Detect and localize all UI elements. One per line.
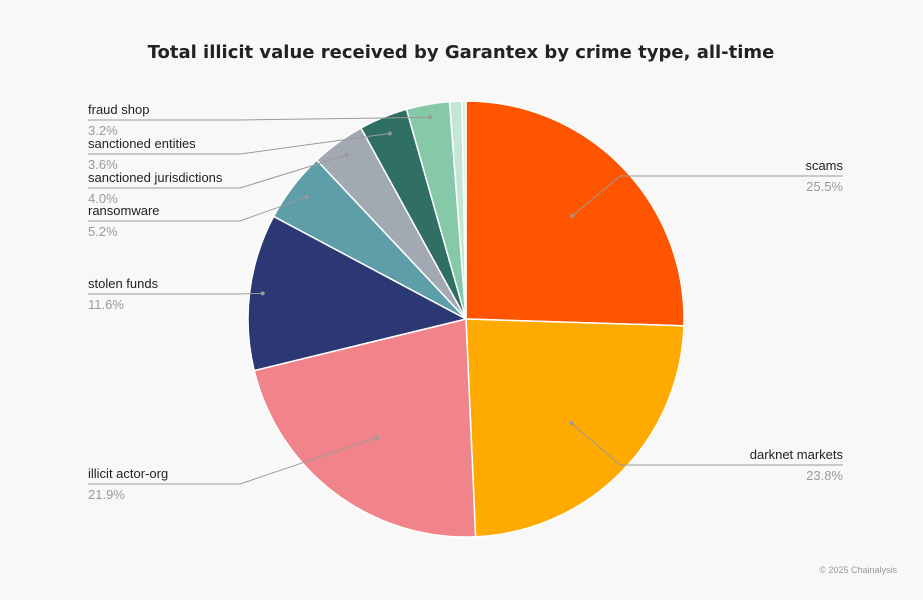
credit-text: © 2025 Chainalysis bbox=[819, 565, 897, 575]
slice-percent-scams: 25.5% bbox=[806, 179, 843, 194]
slice-percent-fraud-shop: 3.2% bbox=[88, 123, 118, 138]
chart-title: Total illicit value received by Garantex… bbox=[148, 42, 775, 63]
leader-line-fraud-shop bbox=[88, 116, 431, 121]
slice-percent-darknet-markets: 23.8% bbox=[806, 468, 843, 483]
slice-percent-sanctioned-entities: 3.6% bbox=[88, 157, 118, 172]
slice-percent-stolen-funds: 11.6% bbox=[88, 297, 124, 312]
pie-slice-stolen-funds bbox=[247, 215, 469, 372]
leader-line-illicit-actor-org bbox=[88, 437, 378, 485]
slice-percent-illicit-actor-org: 21.9% bbox=[88, 487, 125, 502]
pie-slice-illicit-actor-org bbox=[253, 318, 477, 538]
slice-label-scams: scams bbox=[805, 158, 843, 173]
leader-line-stolen-funds bbox=[88, 292, 263, 295]
slice-percent-ransomware: 5.2% bbox=[88, 224, 118, 239]
leader-line-ransomware bbox=[88, 196, 307, 222]
pie-slice-other-9 bbox=[461, 100, 467, 320]
slice-label-sanctioned-entities: sanctioned entities bbox=[88, 136, 196, 151]
slice-label-sanctioned-jurisdictions: sanctioned jurisdictions bbox=[88, 170, 223, 185]
slice-label-fraud-shop: fraud shop bbox=[88, 102, 149, 117]
leader-line-sanctioned-jurisdictions bbox=[88, 154, 347, 189]
pie-slices bbox=[247, 100, 685, 538]
leader-line-scams bbox=[572, 175, 843, 217]
pie-slice-darknet-markets bbox=[465, 318, 685, 538]
leader-lines bbox=[88, 115, 843, 485]
leader-line-darknet-markets bbox=[571, 422, 843, 466]
slice-label-stolen-funds: stolen funds bbox=[88, 276, 159, 291]
slice-label-illicit-actor-org: illicit actor-org bbox=[88, 466, 168, 481]
slice-percent-sanctioned-jurisdictions: 4.0% bbox=[88, 191, 118, 206]
slice-label-darknet-markets: darknet markets bbox=[750, 447, 844, 462]
leader-line-sanctioned-entities bbox=[88, 132, 390, 155]
slice-labels: scams 25.5% darknet markets 23.8% illicit ac… bbox=[88, 102, 843, 502]
slice-label-ransomware: ransomware bbox=[88, 203, 160, 218]
